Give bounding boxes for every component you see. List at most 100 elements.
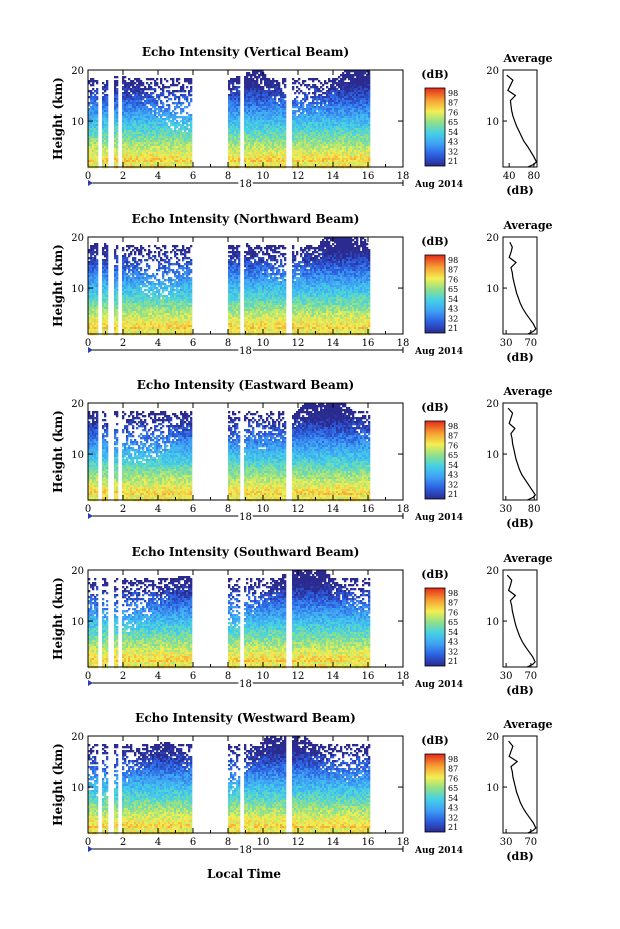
colorbar-tick-label: 98	[448, 256, 458, 265]
profile-y-tick-label: 20	[486, 732, 499, 743]
x-tick-label: 10	[257, 338, 270, 349]
y-axis-label: Height (km)	[51, 410, 65, 493]
x-tick-label: 4	[155, 671, 161, 682]
heatmap-cells	[88, 570, 370, 668]
x-tick-label: 6	[190, 504, 196, 515]
x-tick-label: 8	[225, 171, 231, 182]
colorbar-tick-label: 87	[448, 599, 458, 608]
profile-line	[507, 75, 537, 167]
profile-y-tick-label: 10	[486, 117, 499, 128]
profile-x-tick-label: 70	[524, 671, 537, 682]
y-tick-label: 10	[71, 617, 84, 628]
x-tick-label: 2	[120, 338, 126, 349]
profile-frame	[503, 736, 537, 833]
colorbar-tick-label: 87	[448, 432, 458, 441]
colorbar-tick-label: 65	[448, 784, 458, 793]
x-axis-label: Local Time	[207, 867, 281, 881]
profile-x-tick-label: 30	[499, 504, 512, 515]
panel-5: Echo Intensity (Westward Beam)Height (km…	[51, 711, 553, 863]
colorbar	[425, 588, 445, 666]
x-tick-label: 16	[362, 338, 375, 349]
profile-frame	[503, 237, 537, 334]
y-tick-label: 10	[71, 117, 84, 128]
profile-title: Average	[502, 219, 552, 232]
profile-title: Average	[502, 718, 552, 731]
colorbar-tick-label: 54	[448, 794, 458, 803]
colorbar-tick-label: 43	[448, 305, 458, 314]
x-tick-label: 10	[257, 671, 270, 682]
x-tick-label: 10	[257, 504, 270, 515]
colorbar-tick-label: 76	[448, 774, 458, 783]
x-tick-label: 8	[225, 837, 231, 848]
colorbar-tick-label: 98	[448, 422, 458, 431]
colorbar-unit: (dB)	[421, 734, 448, 747]
colorbar	[425, 88, 445, 166]
x-tick-label: 8	[225, 504, 231, 515]
panel-title: Echo Intensity (Eastward Beam)	[137, 378, 354, 392]
y-tick-label: 20	[71, 399, 84, 410]
colorbar-tick-label: 54	[448, 461, 458, 470]
colorbar-tick-label: 21	[448, 490, 458, 499]
y-tick-label: 20	[71, 233, 84, 244]
x-tick-label: 12	[292, 671, 305, 682]
y-tick-label: 10	[71, 284, 84, 295]
profile-title: Average	[502, 52, 552, 65]
profile-y-tick-label: 10	[486, 783, 499, 794]
panel-title: Echo Intensity (Vertical Beam)	[142, 45, 349, 59]
profile-y-tick-label: 20	[486, 566, 499, 577]
colorbar-tick-label: 43	[448, 471, 458, 480]
date-label: Aug 2014	[414, 680, 463, 690]
colorbar-unit: (dB)	[421, 568, 448, 581]
heatmap-cells	[88, 403, 370, 501]
heatmap-cells	[88, 237, 370, 335]
profile-frame	[503, 570, 537, 667]
x-tick-label: 4	[155, 504, 161, 515]
profile-x-tick-label: 70	[524, 837, 537, 848]
colorbar-unit: (dB)	[421, 401, 448, 414]
profile-y-tick-label: 10	[486, 284, 499, 295]
x-tick-label: 4	[155, 837, 161, 848]
day-label: 18	[239, 179, 252, 190]
profile-x-tick-label: 70	[524, 338, 537, 349]
panel-4: Echo Intensity (Southward Beam)Height (k…	[51, 545, 553, 697]
colorbar-tick-label: 32	[448, 647, 458, 656]
profile-line	[509, 242, 536, 334]
panel-title: Echo Intensity (Southward Beam)	[132, 545, 360, 559]
colorbar-unit: (dB)	[421, 235, 448, 248]
y-tick-label: 20	[71, 66, 84, 77]
colorbar-tick-label: 76	[448, 108, 458, 117]
y-axis-label: Height (km)	[51, 743, 65, 826]
profile-x-label: (dB)	[506, 517, 533, 530]
y-tick-label: 10	[71, 783, 84, 794]
x-tick-label: 16	[362, 837, 375, 848]
profile-x-label: (dB)	[506, 184, 533, 197]
profile-x-tick-label: 80	[528, 504, 541, 515]
day-label: 18	[239, 845, 252, 856]
profile-title: Average	[502, 552, 552, 565]
x-tick-label: 12	[292, 504, 305, 515]
colorbar-tick-label: 43	[448, 804, 458, 813]
colorbar-tick-label: 87	[448, 266, 458, 275]
date-label: Aug 2014	[414, 180, 463, 190]
colorbar-tick-label: 21	[448, 657, 458, 666]
colorbar-tick-label: 76	[448, 441, 458, 450]
colorbar-tick-label: 21	[448, 324, 458, 333]
profile-x-label: (dB)	[506, 351, 533, 364]
x-tick-label: 2	[120, 504, 126, 515]
colorbar-tick-label: 32	[448, 813, 458, 822]
profile-title: Average	[502, 385, 552, 398]
colorbar-tick-label: 54	[448, 628, 458, 637]
x-tick-label: 2	[120, 171, 126, 182]
colorbar-tick-label: 32	[448, 480, 458, 489]
x-tick-label: 12	[292, 338, 305, 349]
x-tick-label: 16	[362, 671, 375, 682]
x-tick-label: 14	[327, 504, 340, 515]
y-tick-label: 20	[71, 732, 84, 743]
panel-2: Echo Intensity (Northward Beam)Height (k…	[51, 212, 553, 364]
date-label: Aug 2014	[414, 347, 463, 357]
profile-x-tick-label: 30	[500, 338, 513, 349]
profile-x-tick-label: 30	[500, 671, 513, 682]
x-tick-label: 12	[292, 171, 305, 182]
day-label: 18	[239, 512, 252, 523]
